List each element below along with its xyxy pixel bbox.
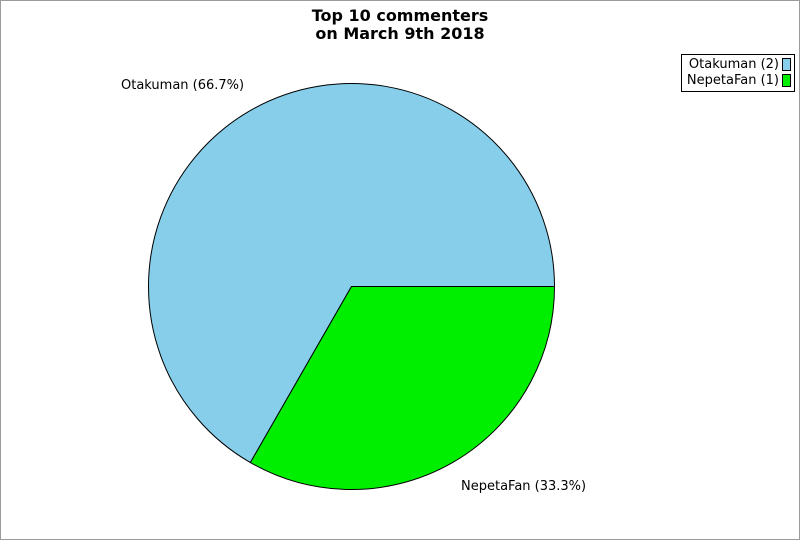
legend-swatch [782,74,791,87]
slice-label-nepetafan: NepetaFan (33.3%) [461,479,587,494]
legend-item: NepetaFan (1) [685,73,791,88]
pie-slice-otakuman [148,83,556,464]
chart-title-line-1: Top 10 commenters [311,6,489,25]
chart-title: Top 10 commenters on March 9th 2018 [1,7,799,43]
legend-label: Otakuman (2) [688,57,779,72]
chart-title-line-2: on March 9th 2018 [315,24,485,43]
legend-item: Otakuman (2) [685,57,791,72]
pie-slice-nepetafan [249,286,556,491]
legend: Otakuman (2) NepetaFan (1) [681,54,795,92]
legend-swatch [782,58,791,71]
legend-label: NepetaFan (1) [686,73,779,88]
slice-label-otakuman: Otakuman (66.7%) [121,78,245,93]
